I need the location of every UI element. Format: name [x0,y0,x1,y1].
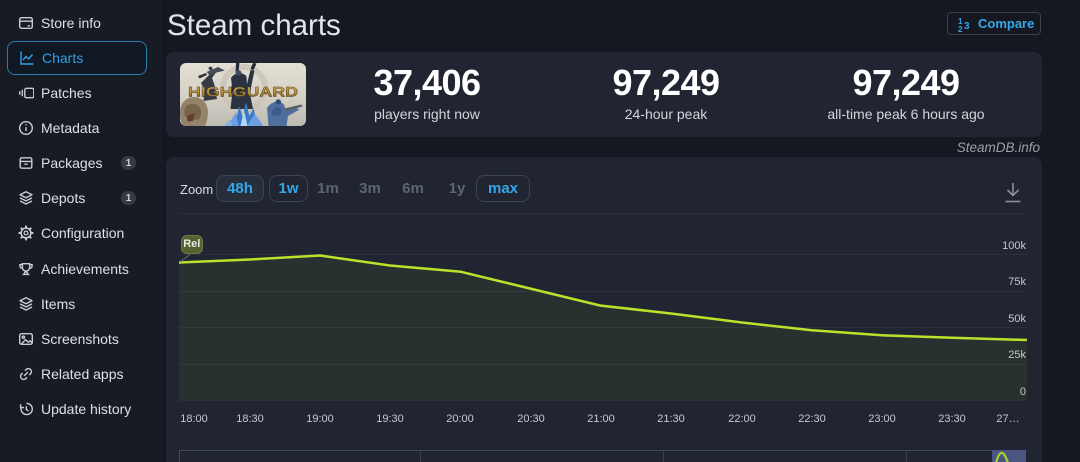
svg-text:1: 1 [958,17,963,26]
svg-text:3: 3 [964,21,970,32]
svg-text:HIGHGUARD: HIGHGUARD [188,85,298,100]
svg-text:2: 2 [958,25,963,32]
